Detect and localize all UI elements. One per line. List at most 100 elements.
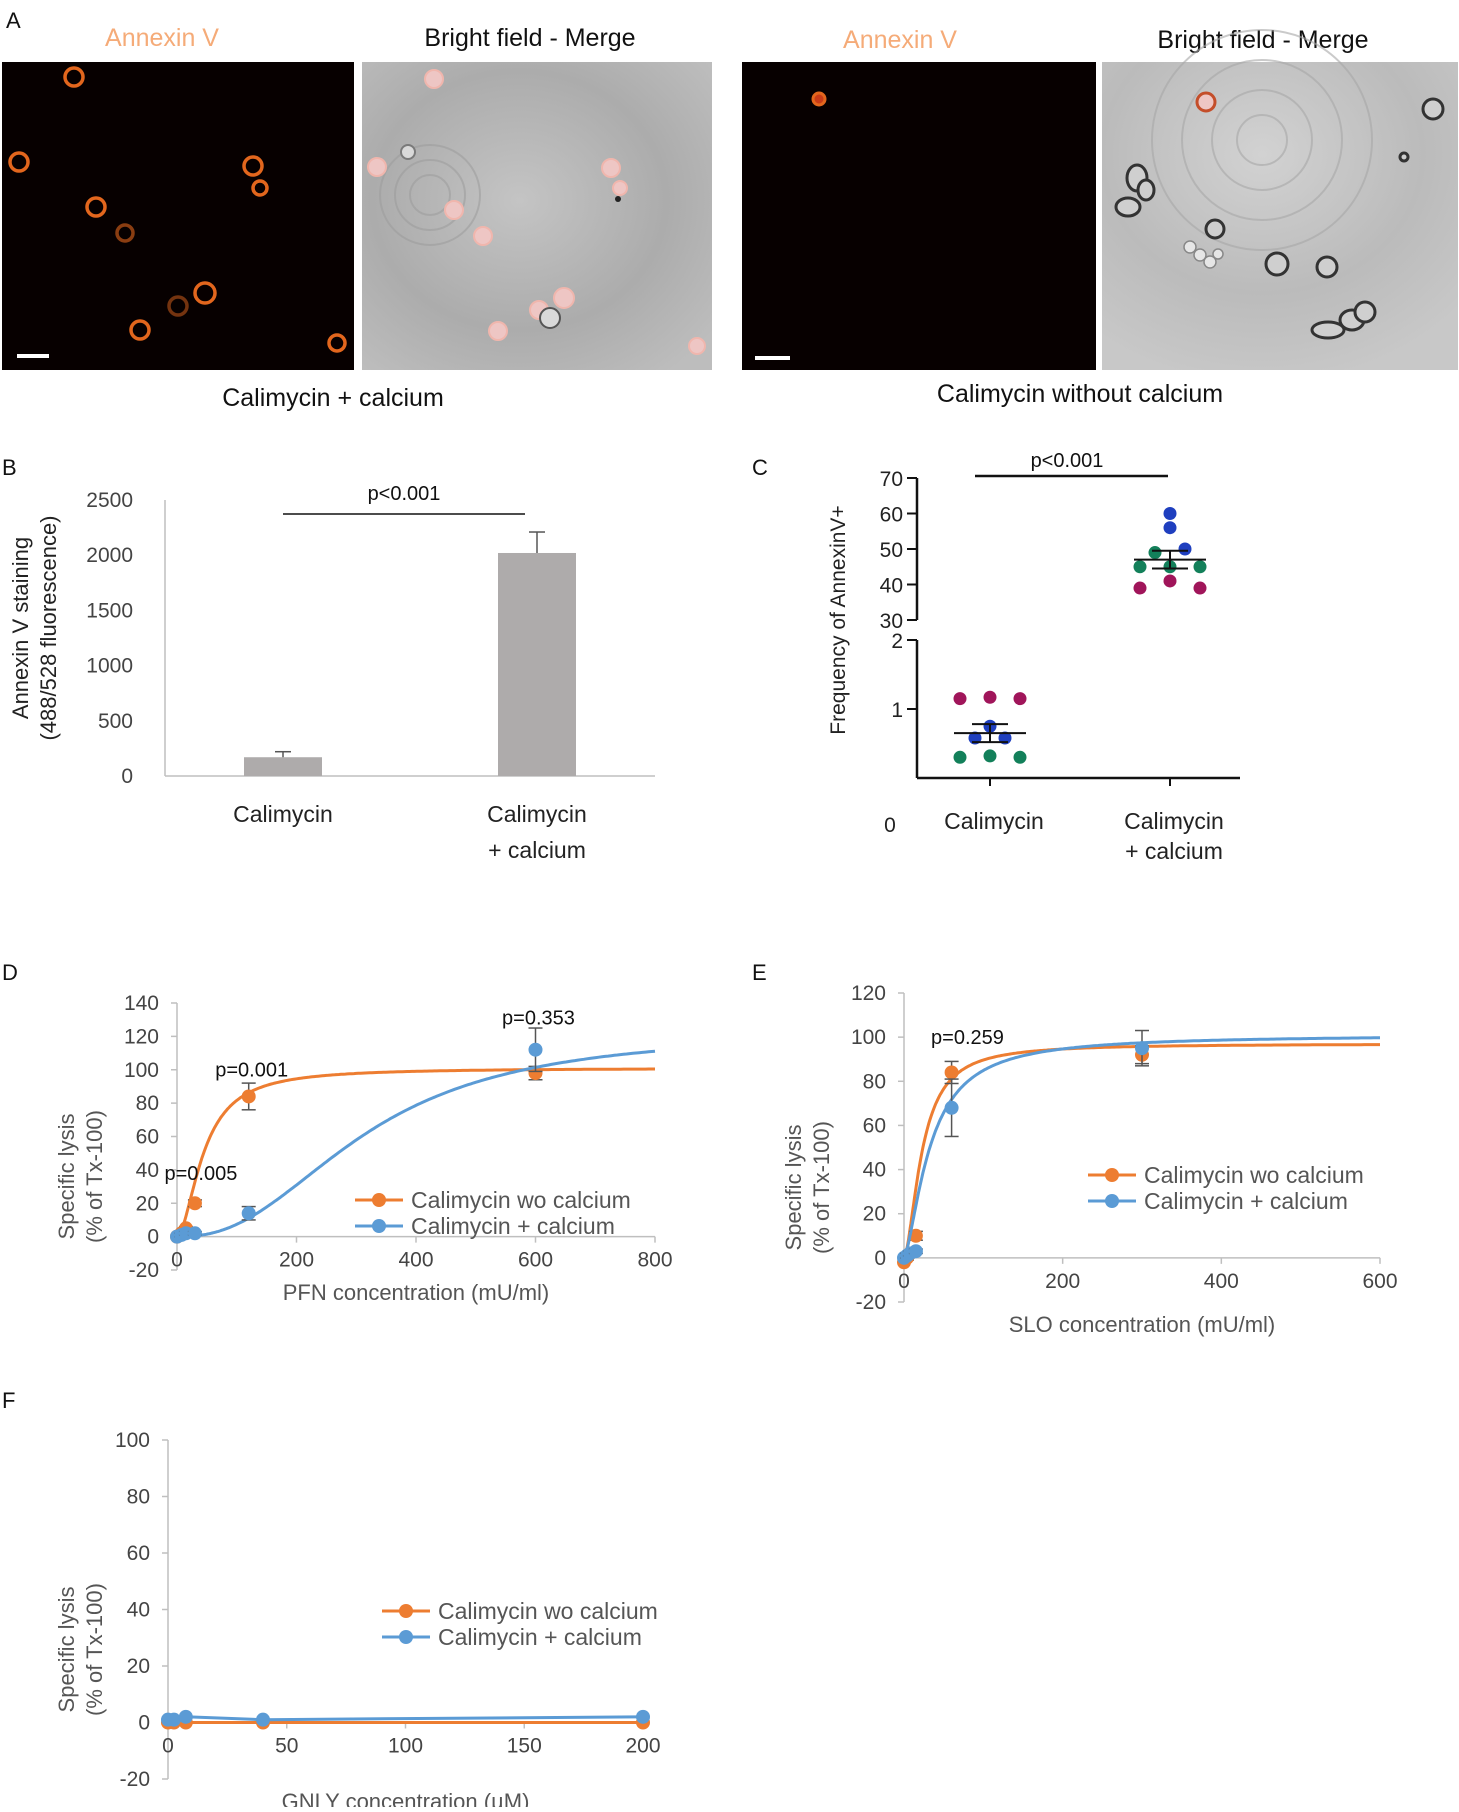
brightfield-merge-image-left xyxy=(362,62,712,370)
data-point xyxy=(178,1709,193,1724)
chart-d-pfn-lysis: -20 0 20 40 60 80 100 120 140 0 200 400 600 800 PFN co… xyxy=(54,992,673,1305)
data-point xyxy=(983,690,997,704)
y-axis-label: (% of Tx-100) xyxy=(82,1583,107,1716)
data-point xyxy=(1163,574,1177,588)
data-point xyxy=(166,1712,181,1727)
data-point xyxy=(953,750,967,764)
panel-letter-e: E xyxy=(752,960,767,985)
data-point xyxy=(1135,1041,1149,1056)
y-axis-label: (488/528 fluorescence) xyxy=(36,515,61,740)
zero-label: 0 xyxy=(884,814,896,837)
data-point xyxy=(1013,692,1027,706)
legend-label: Calimycin + calcium xyxy=(411,1213,615,1239)
p-value-annotation: p<0.001 xyxy=(368,483,441,505)
data-point xyxy=(528,1042,543,1057)
y-tick-label: 500 xyxy=(98,710,133,733)
y-tick-label: 2 xyxy=(891,630,903,653)
y-tick-label: 70 xyxy=(880,468,903,491)
x-tick-label: 400 xyxy=(398,1249,433,1272)
y-tick-label: 120 xyxy=(851,982,886,1005)
y-tick-label: 0 xyxy=(121,765,133,788)
y-tick-label: 60 xyxy=(880,504,903,527)
legend-swatch-marker xyxy=(372,1219,386,1233)
x-axis-label: GNLY concentration (µM) xyxy=(282,1789,530,1807)
data-point xyxy=(944,1065,959,1080)
p-value-annotation: p=0.259 xyxy=(931,1027,1004,1049)
data-point xyxy=(944,1100,959,1115)
x-category-label: Calimycin xyxy=(1124,808,1224,834)
p-value-annotation: p<0.001 xyxy=(1031,450,1104,472)
x-tick-label: 0 xyxy=(171,1249,183,1272)
chart-e-slo-lysis: -20 0 20 40 60 80 100 120 0 200 400 600 SLO concentr… xyxy=(781,982,1398,1337)
y-tick-label: 0 xyxy=(138,1712,150,1735)
panel-letter-c: C xyxy=(752,455,768,480)
legend-swatch-marker xyxy=(1105,1168,1119,1182)
x-category-label: Calimycin xyxy=(487,801,587,827)
data-point xyxy=(1193,560,1207,574)
legend-label: Calimycin wo calcium xyxy=(411,1187,631,1213)
data-point xyxy=(983,749,997,763)
y-axis-label: Annexin V staining xyxy=(8,537,33,719)
x-tick-label: 800 xyxy=(637,1249,672,1272)
chart-f-gnly-lysis: -20 0 20 40 60 80 100 0 50 100 150 200 GNLY concentr… xyxy=(54,1429,661,1812)
y-tick-label: -20 xyxy=(856,1291,886,1314)
x-axis-label: SLO concentration (mU/ml) xyxy=(1009,1312,1276,1337)
data-point xyxy=(1133,560,1147,574)
legend-label: Calimycin + calcium xyxy=(438,1624,642,1650)
y-tick-label: 60 xyxy=(136,1126,159,1149)
data-point xyxy=(953,692,967,706)
x-tick-label: 0 xyxy=(898,1270,910,1293)
panel-letter-b: B xyxy=(2,455,17,480)
data-point xyxy=(1163,521,1177,535)
y-axis-label: Frequency of AnnexinV+ xyxy=(827,505,850,734)
series-line xyxy=(902,1036,1380,1259)
data-point xyxy=(187,1196,202,1211)
legend-label: Calimycin wo calcium xyxy=(438,1598,658,1624)
y-axis-label: Specific lysis xyxy=(781,1125,806,1251)
series-line xyxy=(168,1715,644,1722)
x-category-label: Calimycin xyxy=(944,808,1044,834)
panel-letter-d: D xyxy=(2,960,18,985)
caption-right: Calimycin without calcium xyxy=(937,380,1223,408)
panel-a: Annexin V Bright field - Merge Annexin V… xyxy=(2,24,1458,412)
data-point xyxy=(241,1206,256,1221)
y-tick-label: 0 xyxy=(147,1226,159,1249)
data-point xyxy=(1163,507,1177,520)
y-tick-label: -20 xyxy=(129,1259,159,1282)
data-point xyxy=(1193,581,1207,595)
data-point xyxy=(636,1709,650,1724)
y-tick-label: 40 xyxy=(880,575,903,598)
y-tick-label: -20 xyxy=(120,1768,150,1791)
y-tick-label: 2500 xyxy=(86,489,133,512)
x-tick-label: 600 xyxy=(1362,1270,1397,1293)
data-point xyxy=(1013,750,1027,764)
data-point xyxy=(241,1089,256,1104)
caption-left: Calimycin + calcium xyxy=(222,384,444,412)
y-axis-label: Specific lysis xyxy=(54,1114,79,1240)
x-category-label: + calcium xyxy=(488,837,586,863)
y-tick-label: 60 xyxy=(127,1542,150,1565)
data-point xyxy=(1133,581,1147,595)
fluorescence-image-left xyxy=(2,62,354,370)
y-tick-label: 100 xyxy=(124,1059,159,1082)
panel-letter-f: F xyxy=(2,1388,15,1413)
y-tick-label: 100 xyxy=(115,1429,150,1452)
x-category-label: + calcium xyxy=(1125,838,1223,864)
x-tick-label: 0 xyxy=(162,1735,174,1758)
y-tick-label: 80 xyxy=(136,1092,159,1115)
x-tick-label: 100 xyxy=(388,1735,423,1758)
y-tick-label: 140 xyxy=(124,992,159,1015)
fluor-title-right: Annexin V xyxy=(843,26,957,54)
y-tick-label: 1000 xyxy=(86,655,133,678)
y-tick-label: 40 xyxy=(863,1159,886,1182)
legend-label: Calimycin + calcium xyxy=(1144,1188,1348,1214)
y-tick-label: 40 xyxy=(136,1159,159,1182)
data-point xyxy=(256,1712,270,1727)
fluorescence-image-right xyxy=(742,62,1096,370)
y-tick-label: 1500 xyxy=(86,599,133,622)
x-tick-label: 200 xyxy=(279,1249,314,1272)
p-value-annotation: p=0.353 xyxy=(502,1008,575,1030)
legend-swatch-marker xyxy=(399,1604,413,1618)
chart-c-annexin-frequency: 30 40 50 60 70 1 2 0 Frequency of AnnexinV+ Calim… xyxy=(827,450,1240,864)
